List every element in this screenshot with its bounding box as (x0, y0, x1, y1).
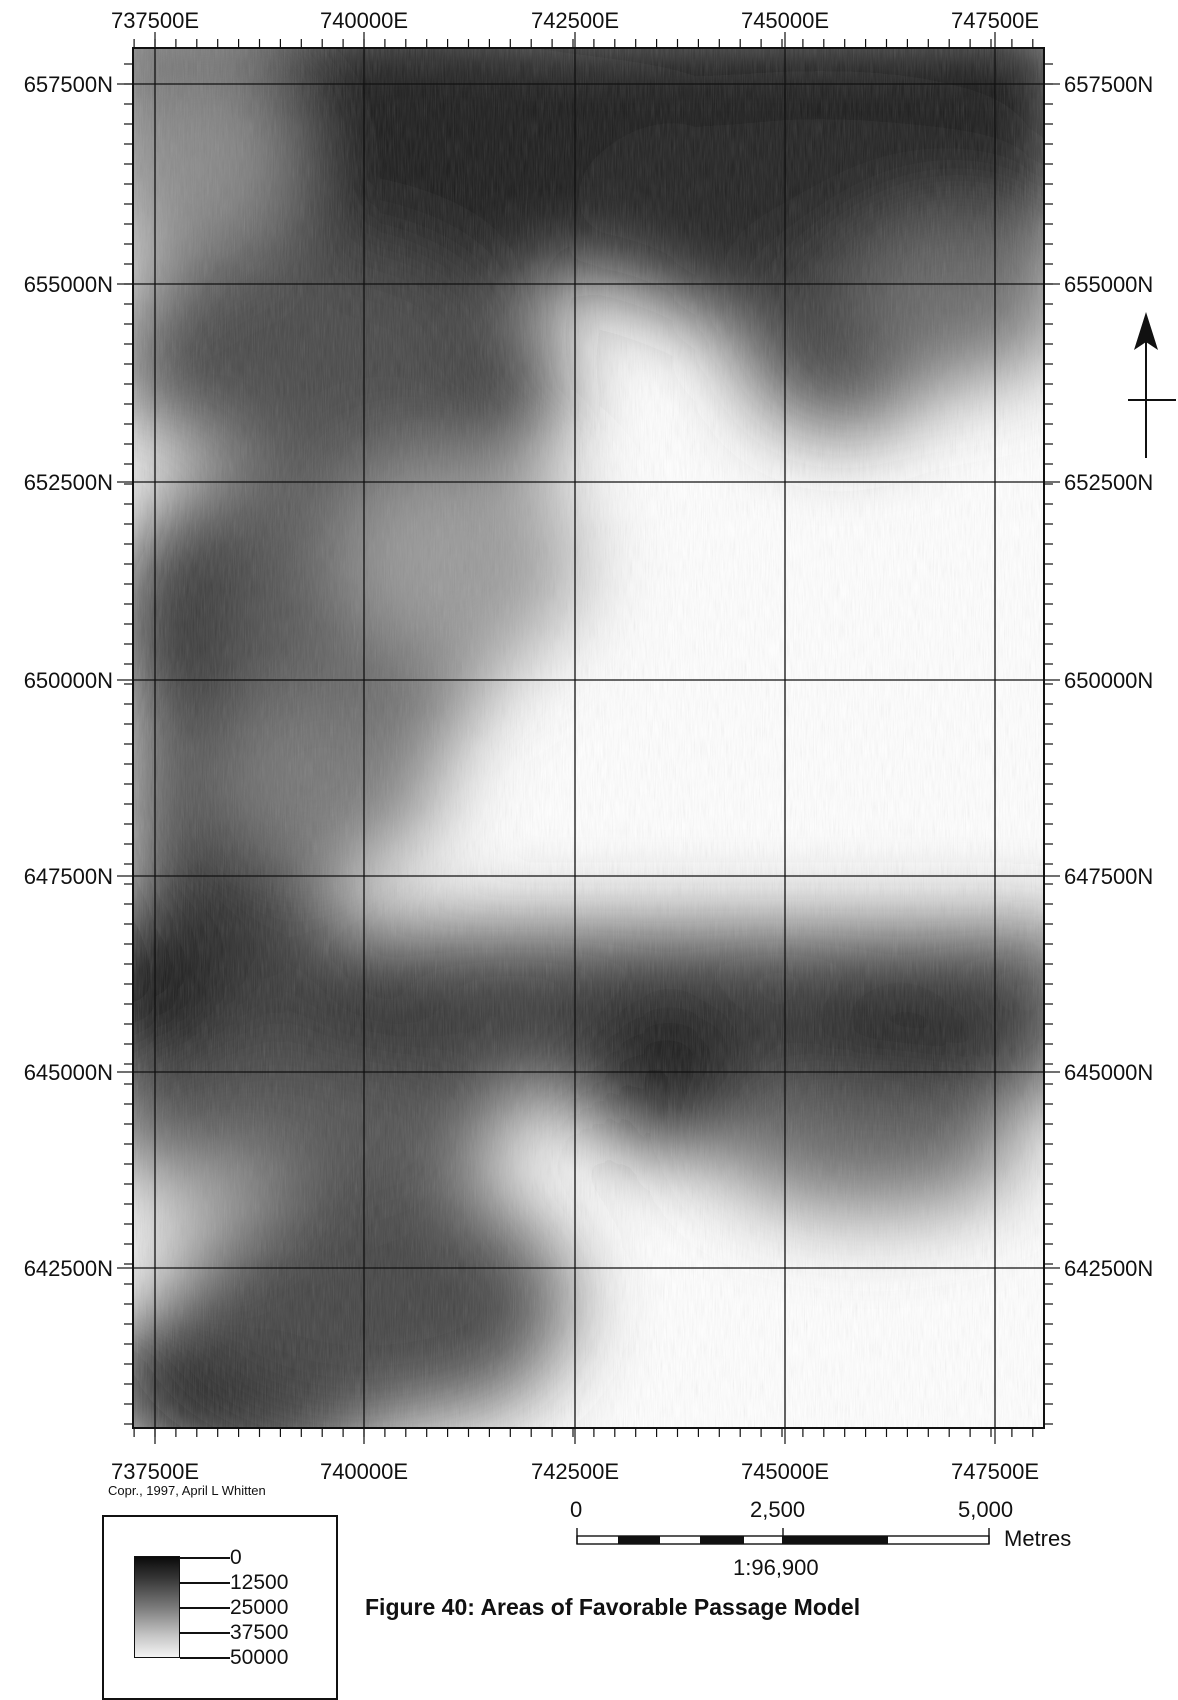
scale-label-mid: 2,500 (750, 1497, 806, 1522)
easting-label-bottom: 747500E (951, 1459, 1039, 1484)
easting-label-top: 747500E (951, 8, 1039, 33)
easting-label-bottom: 737500E (111, 1459, 199, 1484)
northing-label-right: 657500N (1064, 72, 1153, 97)
legend-label: 0 (230, 1546, 242, 1569)
legend-tick (180, 1607, 230, 1609)
northing-label-left: 645000N (24, 1060, 113, 1085)
legend-label: 37500 (230, 1621, 289, 1644)
legend-label: 12500 (230, 1571, 289, 1594)
northing-label-left: 657500N (24, 72, 113, 97)
figure-title: Figure 40: Areas of Favorable Passage Mo… (365, 1594, 861, 1620)
favorable-passage-raster (133, 48, 1044, 1428)
northing-label-right: 655000N (1064, 272, 1153, 297)
northing-label-right: 647500N (1064, 864, 1153, 889)
scale-ratio: 1:96,900 (733, 1555, 819, 1580)
legend-label: 25000 (230, 1596, 289, 1619)
easting-label-bottom: 745000E (741, 1459, 829, 1484)
northing-label-right: 645000N (1064, 1060, 1153, 1085)
north-arrow-icon (1128, 312, 1176, 458)
northing-label-right: 652500N (1064, 470, 1153, 495)
easting-label-top: 737500E (111, 8, 199, 33)
northing-label-left: 652500N (24, 470, 113, 495)
scale-label-end: 5,000 (958, 1497, 1014, 1522)
map-frame (132, 47, 1045, 1429)
legend-color-ramp (134, 1556, 180, 1658)
legend-tick (180, 1557, 230, 1559)
easting-label-bottom: 742500E (531, 1459, 619, 1484)
legend-tick (180, 1657, 230, 1659)
legend-tick (180, 1582, 230, 1584)
scale-units: Metres (1004, 1526, 1072, 1551)
easting-label-top: 740000E (320, 8, 408, 33)
graticule (133, 48, 1044, 1428)
northing-label-left: 650000N (24, 668, 113, 693)
northing-label-right: 650000N (1064, 668, 1153, 693)
easting-label-top: 745000E (741, 8, 829, 33)
easting-label-top: 742500E (531, 8, 619, 33)
legend-tick (180, 1632, 230, 1634)
northing-label-left: 647500N (24, 864, 113, 889)
northing-label-right: 642500N (1064, 1256, 1153, 1281)
scale-bar (576, 1528, 990, 1545)
copyright-text: Copr., 1997, April L Whitten (108, 1483, 266, 1498)
scale-label-start: 0 (570, 1497, 583, 1522)
legend-label: 50000 (230, 1646, 289, 1669)
coordinate-labels: 737500E 737500E 740000E 740000E 742500E 74250… (24, 8, 1154, 1484)
frame-ticks (117, 32, 1060, 1444)
legend: 0 12500 25000 37500 50000 (102, 1515, 338, 1700)
easting-label-bottom: 740000E (320, 1459, 408, 1484)
northing-label-left: 642500N (24, 1256, 113, 1281)
northing-label-left: 655000N (24, 272, 113, 297)
